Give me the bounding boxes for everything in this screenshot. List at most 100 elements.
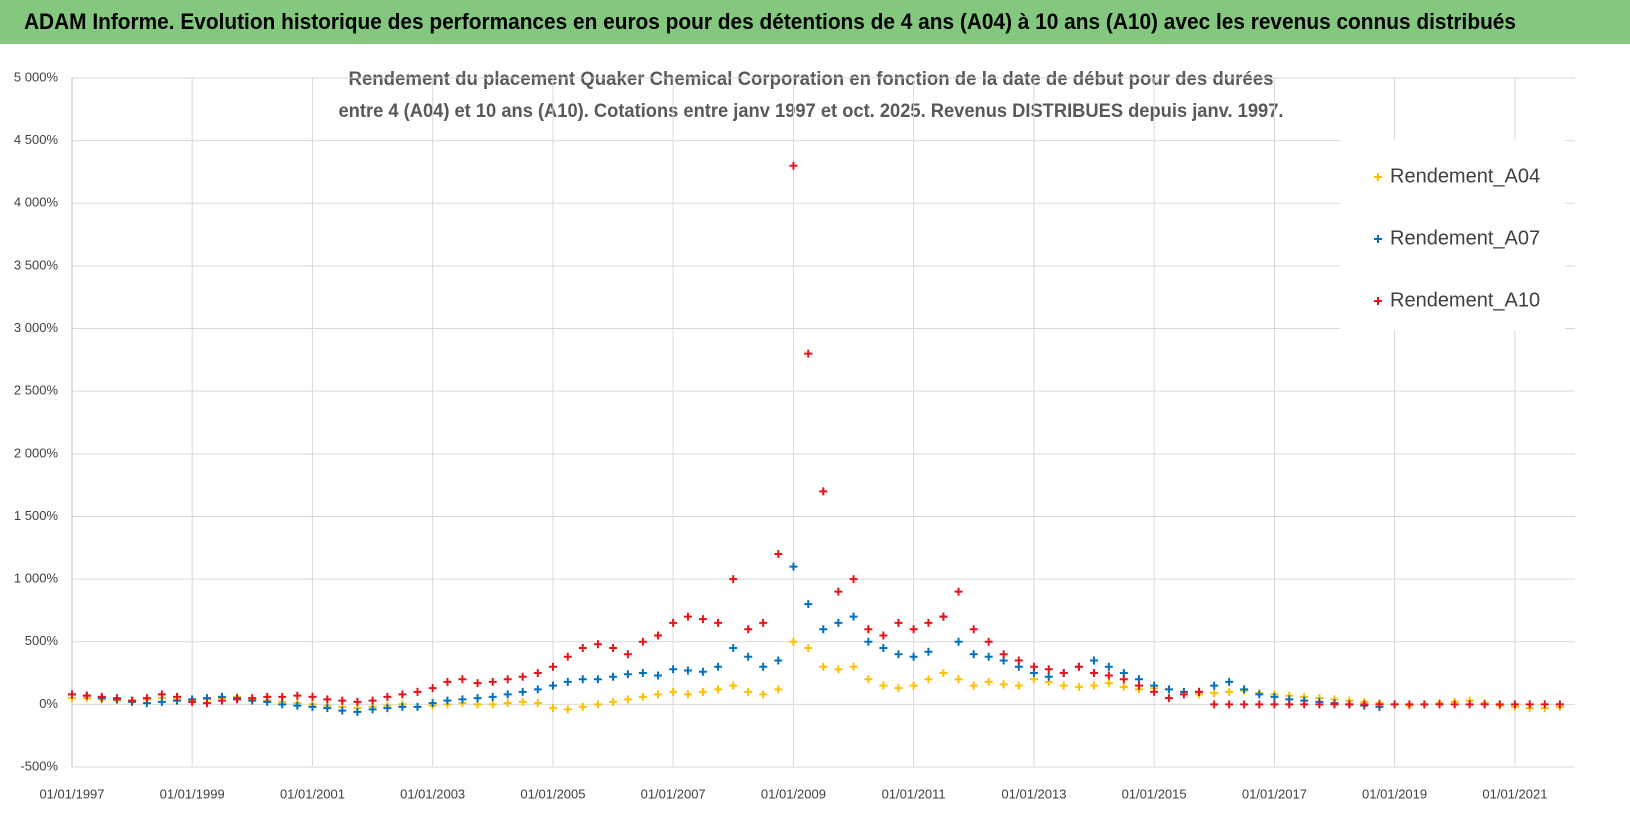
y-tick-label: 1 500% <box>14 508 59 523</box>
data-point <box>879 681 888 690</box>
data-point <box>849 612 858 621</box>
data-point <box>338 696 347 705</box>
data-point <box>1090 669 1099 678</box>
data-point <box>804 643 813 652</box>
data-point <box>1465 700 1474 709</box>
data-point <box>398 702 407 711</box>
data-point <box>804 349 813 358</box>
data-point <box>744 625 753 634</box>
data-point <box>1435 700 1444 709</box>
data-point <box>909 681 918 690</box>
data-point <box>1210 681 1219 690</box>
data-point <box>1044 672 1053 681</box>
data-point <box>503 675 512 684</box>
data-point <box>789 637 798 646</box>
data-point <box>1285 700 1294 709</box>
data-point <box>473 679 482 688</box>
data-point <box>1210 689 1219 698</box>
data-point <box>157 690 166 699</box>
data-point <box>353 707 362 716</box>
data-point <box>563 652 572 661</box>
data-point <box>879 643 888 652</box>
data-point <box>653 671 662 680</box>
data-point <box>503 690 512 699</box>
data-point <box>518 697 527 706</box>
data-point <box>1495 700 1504 709</box>
data-point <box>1345 700 1354 709</box>
data-point <box>1255 690 1264 699</box>
data-point <box>894 684 903 693</box>
data-point <box>1390 700 1399 709</box>
data-point <box>1540 700 1549 709</box>
data-point <box>217 696 226 705</box>
data-point <box>924 618 933 627</box>
data-point <box>1090 656 1099 665</box>
data-point <box>1119 682 1128 691</box>
data-point <box>1300 700 1309 709</box>
data-point <box>112 694 121 703</box>
data-point <box>413 687 422 696</box>
x-tick-label: 01/01/2005 <box>520 786 585 801</box>
data-point <box>804 600 813 609</box>
data-point <box>428 684 437 693</box>
data-point <box>503 699 512 708</box>
data-point <box>593 640 602 649</box>
data-point <box>638 637 647 646</box>
x-tick-label: 01/01/2009 <box>761 786 826 801</box>
data-point <box>864 625 873 634</box>
data-point <box>954 587 963 596</box>
data-point <box>323 704 332 713</box>
data-point <box>669 687 678 696</box>
banner-title: ADAM Informe. Evolution historique des p… <box>24 9 1516 34</box>
data-point <box>683 666 692 675</box>
data-point <box>518 672 527 681</box>
data-point <box>638 692 647 701</box>
data-point <box>488 700 497 709</box>
data-point <box>68 690 76 699</box>
data-point <box>383 704 392 713</box>
data-point <box>293 691 302 700</box>
data-point <box>1195 687 1204 696</box>
data-point <box>1450 700 1459 709</box>
data-point <box>759 618 768 627</box>
chart-subtitle: entre 4 (A04) et 10 ans (A10). Cotations… <box>339 101 1284 122</box>
data-point <box>609 697 618 706</box>
x-tick-label: 01/01/2021 <box>1482 786 1547 801</box>
data-point <box>353 697 362 706</box>
data-point <box>157 697 166 706</box>
data-point <box>939 612 948 621</box>
data-point <box>939 669 948 678</box>
data-point <box>308 702 317 711</box>
data-point <box>1044 665 1053 674</box>
data-point <box>533 685 542 694</box>
data-point <box>969 650 978 659</box>
data-point <box>623 695 632 704</box>
data-point <box>683 612 692 621</box>
data-point <box>969 681 978 690</box>
data-point <box>789 161 798 170</box>
data-point <box>999 680 1008 689</box>
data-point <box>202 699 211 708</box>
data-point <box>834 665 843 674</box>
data-point <box>443 696 452 705</box>
data-point <box>984 652 993 661</box>
data-point <box>744 687 753 696</box>
chart-title: Rendement du placement Quaker Chemical C… <box>349 69 1274 90</box>
data-point <box>1525 700 1534 709</box>
data-point <box>1360 700 1369 709</box>
data-point <box>1104 671 1113 680</box>
legend-marker <box>1374 297 1382 305</box>
data-point <box>864 675 873 684</box>
data-point <box>1104 662 1113 671</box>
data-point <box>142 694 151 703</box>
data-point <box>1074 682 1083 691</box>
data-point <box>308 692 317 701</box>
data-point <box>849 662 858 671</box>
data-point <box>518 687 527 696</box>
data-point <box>638 669 647 678</box>
data-point <box>954 675 963 684</box>
data-point <box>488 677 497 686</box>
data-point <box>428 699 437 708</box>
data-point <box>82 691 91 700</box>
data-point <box>1164 685 1173 694</box>
